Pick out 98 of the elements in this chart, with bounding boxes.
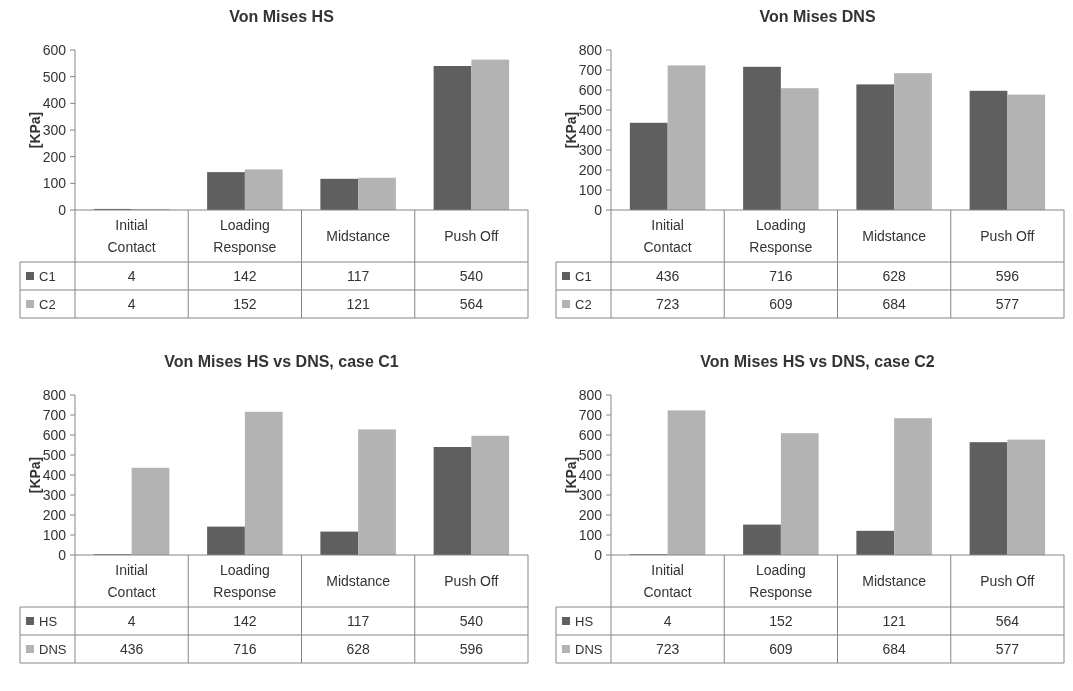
y-tick-label: 500: [42, 446, 67, 463]
y-tick-label: 600: [42, 41, 67, 58]
x-tick-label: Push Off: [980, 227, 1035, 244]
data-label: 4: [663, 612, 672, 629]
y-tick-label: 200: [42, 506, 67, 523]
x-tick-label: Initial Contact: [643, 561, 692, 600]
x-tick-label: Initial Contact: [107, 561, 156, 600]
chart-title: Von Mises DNS: [759, 8, 876, 25]
x-tick-label: Loading Response: [213, 216, 277, 255]
x-tick-label: Midstance: [326, 572, 391, 589]
x-tick-label: Loading Response: [213, 561, 277, 600]
y-tick-label: 0: [594, 546, 603, 563]
data-label: 723: [655, 295, 680, 312]
data-label: 4: [127, 295, 136, 312]
x-tick-label: Push Off: [444, 227, 499, 244]
data-label: 564: [459, 295, 484, 312]
y-tick-label: 500: [578, 101, 603, 118]
legend-label: DNS: [575, 641, 603, 657]
data-label: 4: [127, 267, 136, 284]
data-label: 152: [233, 295, 257, 312]
data-label: 121: [346, 295, 371, 312]
data-label: 723: [655, 640, 680, 657]
x-tick-label: Initial Contact: [107, 216, 156, 255]
x-tick-label: Loading Response: [749, 216, 813, 255]
data-label: 577: [995, 295, 1020, 312]
y-axis-title: [KPa]: [563, 111, 579, 149]
y-tick-label: 100: [42, 175, 67, 192]
y-tick-label: 800: [578, 41, 603, 58]
x-tick-label: Initial Contact: [643, 216, 692, 255]
x-tick-label: Midstance: [862, 227, 927, 244]
y-tick-label: 0: [58, 201, 67, 218]
data-label: 142: [233, 267, 257, 284]
data-label: 577: [995, 640, 1020, 657]
y-tick-label: 0: [58, 546, 67, 563]
y-tick-label: 700: [578, 406, 603, 423]
y-tick-label: 200: [578, 506, 603, 523]
data-label: 564: [995, 612, 1020, 629]
x-tick-label: Midstance: [862, 572, 927, 589]
y-tick-label: 200: [578, 161, 603, 178]
data-label: 117: [346, 267, 370, 284]
data-label: 628: [346, 640, 371, 657]
x-tick-label: Midstance: [326, 227, 391, 244]
y-tick-label: 300: [578, 141, 603, 158]
data-label: 684: [882, 640, 907, 657]
data-label: 628: [882, 267, 907, 284]
y-tick-label: 500: [578, 446, 603, 463]
data-label: 121: [882, 612, 907, 629]
data-label: 596: [459, 640, 484, 657]
y-tick-label: 400: [578, 121, 603, 138]
y-tick-label: 400: [42, 466, 67, 483]
y-tick-label: 500: [42, 68, 67, 85]
legend-label: C1: [39, 268, 56, 284]
data-label: 609: [769, 295, 793, 312]
data-label: 436: [655, 267, 680, 284]
y-tick-label: 700: [42, 406, 67, 423]
y-tick-label: 100: [578, 181, 603, 198]
y-tick-label: 0: [594, 201, 603, 218]
y-tick-label: 800: [42, 386, 67, 403]
y-tick-label: 200: [42, 148, 67, 165]
chart-title: Von Mises HS vs DNS, case C1: [164, 353, 399, 370]
y-axis-title: [KPa]: [27, 111, 43, 149]
data-label: 596: [995, 267, 1020, 284]
legend-label: DNS: [39, 641, 67, 657]
y-tick-label: 600: [42, 426, 67, 443]
data-label: 436: [119, 640, 144, 657]
x-tick-label: Push Off: [980, 572, 1035, 589]
data-label: 117: [346, 612, 370, 629]
y-tick-label: 800: [578, 386, 603, 403]
y-tick-label: 300: [42, 486, 67, 503]
data-label: 540: [459, 612, 484, 629]
chart-title: Von Mises HS vs DNS, case C2: [700, 353, 935, 370]
legend-label: C2: [39, 296, 56, 312]
y-axis-title: [KPa]: [563, 456, 579, 494]
y-tick-label: 300: [578, 486, 603, 503]
data-label: 684: [882, 295, 907, 312]
y-tick-label: 300: [42, 121, 67, 138]
data-label: 609: [769, 640, 793, 657]
legend-label: C2: [575, 296, 592, 312]
legend-label: HS: [575, 613, 594, 629]
data-label: 4: [127, 612, 136, 629]
chart-title: Von Mises HS: [229, 8, 335, 25]
y-tick-label: 400: [578, 466, 603, 483]
legend-label: C1: [575, 268, 592, 284]
data-label: 716: [769, 267, 793, 284]
data-label: 152: [769, 612, 793, 629]
y-tick-label: 400: [42, 95, 67, 112]
y-tick-label: 100: [578, 526, 603, 543]
y-tick-label: 100: [42, 526, 67, 543]
legend-label: HS: [39, 613, 58, 629]
y-tick-label: 700: [578, 61, 603, 78]
data-label: 142: [233, 612, 257, 629]
x-tick-label: Push Off: [444, 572, 499, 589]
y-tick-label: 600: [578, 426, 603, 443]
y-axis-title: [KPa]: [27, 456, 43, 494]
y-tick-label: 600: [578, 81, 603, 98]
data-label: 540: [459, 267, 484, 284]
data-label: 716: [233, 640, 257, 657]
x-tick-label: Loading Response: [749, 561, 813, 600]
